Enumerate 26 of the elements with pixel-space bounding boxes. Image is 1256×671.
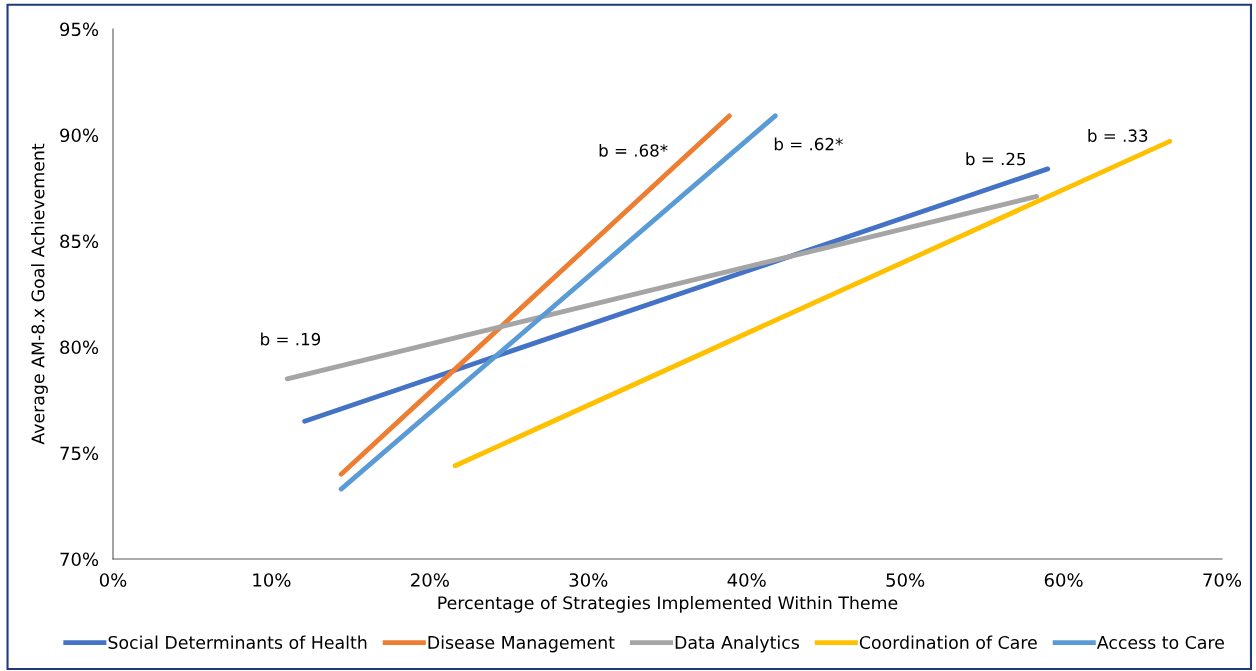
annotation: b = .68* bbox=[599, 143, 668, 157]
y-tick-label: 75% bbox=[60, 446, 99, 461]
y-axis-title: Average AM-8.x Goal Achievement bbox=[31, 143, 48, 445]
annotation: b = .25 bbox=[966, 152, 1026, 166]
y-tick-label: 95% bbox=[60, 22, 99, 37]
x-tick-label: 50% bbox=[886, 573, 925, 587]
y-tick-label: 85% bbox=[60, 234, 99, 249]
y-tick-label: 80% bbox=[60, 340, 99, 355]
legend-label: Coordination of Care bbox=[859, 635, 1037, 650]
legend-label: Data Analytics bbox=[675, 635, 799, 653]
legend-label: Disease Management bbox=[428, 635, 615, 653]
x-tick-label: 20% bbox=[411, 573, 449, 587]
annotation: b = .19 bbox=[261, 332, 321, 346]
x-tick-label: 60% bbox=[1044, 573, 1083, 587]
x-tick-label: 40% bbox=[727, 573, 766, 587]
y-tick-label: 70% bbox=[60, 552, 99, 567]
legend-label: Social Determinants of Health bbox=[108, 635, 367, 650]
x-axis-title: Percentage of Strategies Implemented Within Theme bbox=[438, 595, 898, 613]
legend-label: Access to Care bbox=[1096, 635, 1224, 650]
x-tick-label: 70% bbox=[1203, 573, 1242, 587]
x-tick-label: 30% bbox=[569, 573, 608, 587]
annotation: b = .33 bbox=[1088, 129, 1148, 142]
x-tick-label: 10% bbox=[253, 573, 291, 587]
annotation: b = .62* bbox=[774, 137, 843, 151]
x-tick-label: 0% bbox=[99, 573, 127, 587]
y-tick-label: 90% bbox=[60, 128, 99, 143]
